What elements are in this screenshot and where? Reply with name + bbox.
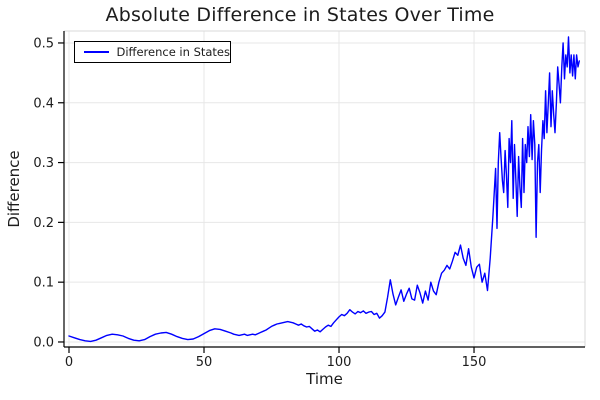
legend-box: Difference in States: [74, 41, 231, 63]
series-line: [68, 36, 580, 343]
y-tick-label: 0.4: [33, 96, 54, 111]
y-tick-label: 0.0: [33, 335, 54, 350]
y-axis-label: Difference: [5, 150, 23, 228]
x-tick-label: 150: [462, 355, 487, 370]
chart-title: Absolute Difference in States Over Time: [105, 4, 495, 26]
legend-line-swatch: [84, 51, 110, 53]
x-tick-label: 0: [65, 355, 73, 370]
y-tick-label: 0.2: [33, 216, 54, 231]
y-tick-label: 0.1: [33, 276, 54, 291]
y-tick-label: 0.3: [33, 156, 54, 171]
x-axis-label: Time: [306, 370, 343, 388]
y-tick-label: 0.5: [33, 36, 54, 51]
x-tick-label: 50: [196, 355, 213, 370]
x-tick-label: 100: [327, 355, 352, 370]
legend-entry-label: Difference in States: [116, 45, 230, 59]
